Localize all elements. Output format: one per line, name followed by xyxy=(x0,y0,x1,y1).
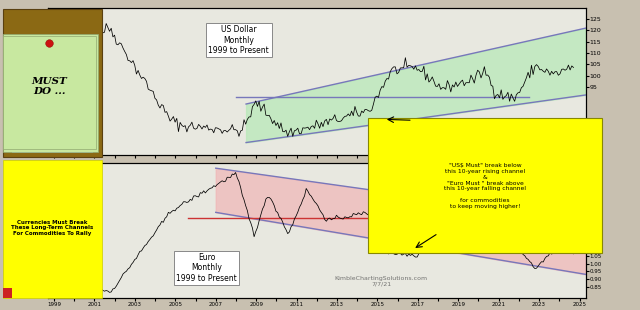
Text: US Dollar
Monthly
1999 to Present: US Dollar Monthly 1999 to Present xyxy=(209,25,269,55)
Text: MUST
DO ...: MUST DO ... xyxy=(31,77,67,96)
FancyBboxPatch shape xyxy=(3,34,98,152)
FancyBboxPatch shape xyxy=(3,9,102,157)
FancyBboxPatch shape xyxy=(368,118,602,253)
Text: Currencies Must Break
These Long-Term Channels
For Commodities To Rally: Currencies Must Break These Long-Term Ch… xyxy=(11,219,93,236)
FancyBboxPatch shape xyxy=(3,160,102,298)
Text: "US$ Must" break below
this 10-year rising channel
&
"Euro Must " break above
th: "US$ Must" break below this 10-year risi… xyxy=(444,163,526,209)
Text: Euro
Monthly
1999 to Present: Euro Monthly 1999 to Present xyxy=(176,253,237,283)
FancyBboxPatch shape xyxy=(3,36,96,149)
Text: KimbleChartingSolutions.com
7/7/21: KimbleChartingSolutions.com 7/7/21 xyxy=(335,276,428,287)
FancyBboxPatch shape xyxy=(12,36,93,153)
FancyBboxPatch shape xyxy=(3,288,12,298)
